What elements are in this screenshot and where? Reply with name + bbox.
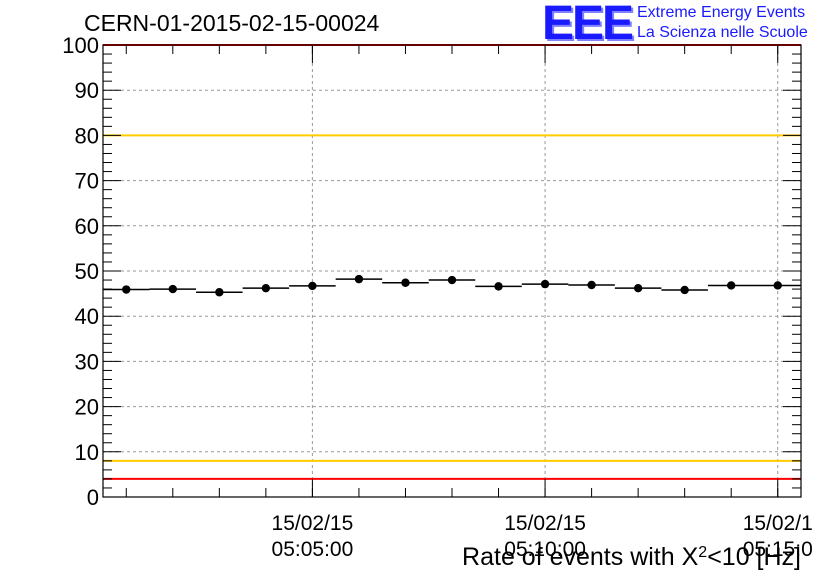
data-layer (103, 274, 801, 297)
data-point (215, 288, 224, 297)
data-point (680, 285, 689, 295)
data-point (447, 275, 457, 285)
data-point (122, 285, 131, 294)
x-tick-date-label: 15/02/15 (504, 512, 586, 535)
tick-layer (103, 44, 801, 498)
y-tick-label: 40 (75, 304, 99, 329)
y-tick-label: 80 (75, 123, 99, 148)
data-point (168, 284, 177, 294)
x-tick-date-label: 15/02/15 (272, 512, 354, 535)
grid-layer (103, 45, 801, 497)
data-point (308, 281, 317, 291)
x-axis-label-sup: 2 (698, 544, 707, 561)
x-axis-label-tail: <10 [Hz] (707, 543, 801, 571)
data-point (540, 279, 550, 289)
y-tick-label: 30 (75, 349, 99, 374)
x-tick-time-label: 05:10:00 (504, 538, 586, 561)
data-point (727, 281, 736, 290)
data-point (773, 281, 782, 290)
y-tick-label: 10 (75, 440, 99, 465)
eee-logo: EEE (542, 0, 634, 50)
x-axis-label: Rate of events with X2<10 [Hz] (462, 543, 801, 571)
logo-text: Extreme Energy Events La Scienza nelle S… (637, 3, 808, 43)
x-axis-label-main: Rate of events with X (462, 543, 699, 571)
run-title: CERN-01-2015-02-15-00024 (84, 10, 380, 36)
y-tick-label: 50 (75, 259, 99, 284)
logo-line-2: La Scienza nelle Scuole (637, 24, 808, 41)
x-tick-time-label: 05:15:0 (743, 538, 813, 561)
y-tick-label: 20 (75, 395, 99, 420)
data-point (261, 283, 271, 293)
data-point (494, 282, 503, 291)
logo-line-1: Extreme Energy Events (637, 4, 806, 21)
x-tick-date-label: 15/02/1 (743, 512, 813, 535)
data-point (633, 283, 643, 293)
label-layer: 0 10 20 30 40 50 60 70 80 90 100 15/02/15 05:05:00 15… (62, 33, 812, 561)
y-tick-label: 70 (75, 169, 99, 194)
y-tick-label: 90 (75, 78, 99, 103)
y-tick-label: 0 (87, 485, 99, 510)
threshold-layer (103, 44, 801, 480)
data-point (354, 274, 364, 284)
y-tick-label: 100 (62, 33, 99, 58)
x-tick-time-label: 05:05:00 (272, 538, 354, 561)
data-point (587, 280, 596, 290)
data-point (401, 278, 410, 287)
y-tick-label: 60 (75, 214, 99, 239)
